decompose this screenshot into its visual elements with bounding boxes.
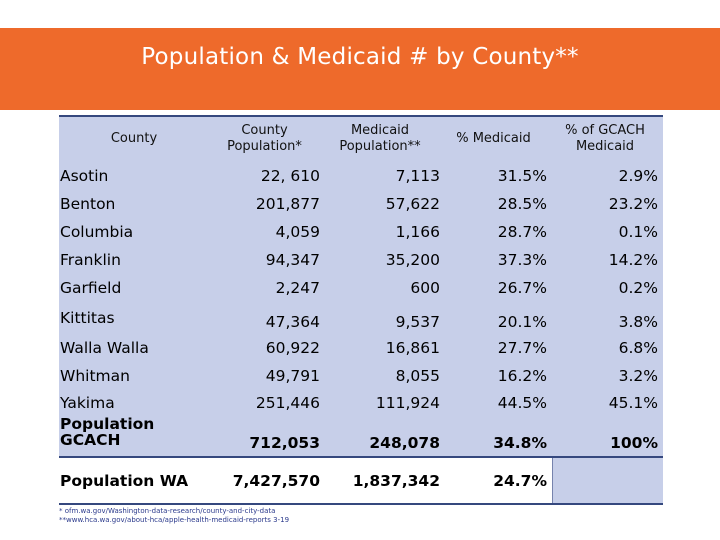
cell-county: Columbia [60, 223, 134, 241]
cell-pct-gcach: 100% [610, 434, 658, 452]
title-bar: Population & Medicaid # by County** [0, 28, 720, 110]
cell-medicaid: 9,537 [395, 313, 440, 331]
cell-pct-gcach: 45.1% [608, 394, 658, 412]
footnotes: * ofm.wa.gov/Washington-data-research/co… [59, 507, 459, 525]
gcach-total-row: Population GCACH 712,053 248,078 34.8% 1… [59, 413, 663, 455]
cell-population: 201,877 [255, 195, 320, 213]
cell-pct-medicaid: 31.5% [497, 167, 547, 185]
cell-medicaid: 8,055 [395, 367, 440, 385]
county-table: County County Population* Medicaid Popul… [59, 115, 663, 505]
cell-medicaid: 111,924 [375, 394, 440, 412]
cell-population: 47,364 [265, 313, 320, 331]
cell-pct-gcach: 0.2% [618, 279, 658, 297]
cell-pct-medicaid: 28.5% [497, 195, 547, 213]
cell-county: Franklin [60, 251, 121, 269]
cell-medicaid: 248,078 [369, 434, 440, 452]
cell-county: Walla Walla [60, 339, 149, 357]
cell-pct-gcach: 6.8% [618, 339, 658, 357]
cell-population: 2,247 [275, 279, 320, 297]
table-row: Columbia 4,059 1,166 28.7% 0.1% [59, 218, 663, 246]
cell-pct-medicaid: 26.7% [497, 279, 547, 297]
cell-medicaid: 57,622 [385, 195, 440, 213]
cell-pct-gcach: 3.8% [618, 313, 658, 331]
header-medicaid: Medicaid Population** [339, 123, 421, 154]
cell-medicaid: 16,861 [385, 339, 440, 357]
slide-title: Population & Medicaid # by County** [141, 44, 579, 70]
cell-pct-gcach: 14.2% [608, 251, 658, 269]
table-header-row: County County Population* Medicaid Popul… [59, 115, 663, 161]
table-row: Benton 201,877 57,622 28.5% 23.2% [59, 190, 663, 218]
cell-population: 94,347 [265, 251, 320, 269]
header-county: County [110, 131, 158, 146]
table-row: Franklin 94,347 35,200 37.3% 14.2% [59, 246, 663, 274]
cell-pct-medicaid: 28.7% [497, 223, 547, 241]
cell-pct-medicaid: 44.5% [497, 394, 547, 412]
wa-row-background [59, 458, 552, 503]
cell-county: Whitman [60, 367, 130, 385]
cell-population: 49,791 [265, 367, 320, 385]
cell-county: Garfield [60, 279, 122, 297]
cell-medicaid: 1,837,342 [352, 471, 440, 490]
table-row: Garfield 2,247 600 26.7% 0.2% [59, 274, 663, 302]
wa-row-empty-cell [552, 458, 663, 503]
cell-pct-gcach: 23.2% [608, 195, 658, 213]
footnote-ofm: * ofm.wa.gov/Washington-data-research/co… [59, 507, 276, 515]
cell-medicaid: 35,200 [385, 251, 440, 269]
cell-population: 712,053 [249, 434, 320, 452]
cell-county: Yakima [60, 394, 115, 412]
cell-pct-medicaid: 34.8% [493, 434, 547, 452]
cell-pct-medicaid: 27.7% [497, 339, 547, 357]
cell-population: 22, 610 [260, 167, 320, 185]
header-population: County Population* [227, 123, 302, 154]
header-pct-gcach: % of GCACH Medicaid [565, 123, 645, 154]
table-row: Asotin 22, 610 7,113 31.5% 2.9% [59, 162, 663, 190]
cell-county: Benton [60, 195, 116, 213]
footnote-hca: **www.hca.wa.gov/about-hca/apple-health-… [59, 516, 290, 524]
table-row: Walla Walla 60,922 16,861 27.7% 6.8% [59, 334, 663, 362]
cell-county: Population GCACH [60, 415, 155, 449]
cell-medicaid: 7,113 [395, 167, 440, 185]
cell-pct-medicaid: 37.3% [497, 251, 547, 269]
cell-population: 251,446 [255, 394, 320, 412]
cell-pct-gcach: 0.1% [618, 223, 658, 241]
cell-pct-medicaid: 24.7% [493, 471, 547, 490]
table-row: Whitman 49,791 8,055 16.2% 3.2% [59, 362, 663, 390]
cell-county: Kittitas [60, 309, 115, 327]
cell-medicaid: 1,166 [395, 223, 440, 241]
cell-population: 4,059 [275, 223, 320, 241]
cell-pct-gcach: 3.2% [618, 367, 658, 385]
cell-medicaid: 600 [410, 279, 440, 297]
cell-pct-medicaid: 20.1% [497, 313, 547, 331]
wa-total-row: Population WA 7,427,570 1,837,342 24.7% [59, 456, 663, 505]
cell-pct-gcach: 2.9% [618, 167, 658, 185]
cell-population: 7,427,570 [232, 471, 320, 490]
cell-pct-medicaid: 16.2% [497, 367, 547, 385]
table-row: Yakima 251,446 111,924 44.5% 45.1% [59, 389, 663, 417]
cell-population: 60,922 [265, 339, 320, 357]
table-row: Kittitas 47,364 9,537 20.1% 3.8% [59, 303, 663, 333]
cell-county: Population WA [60, 471, 189, 490]
header-pct-medicaid: % Medicaid [456, 131, 531, 146]
cell-county: Asotin [60, 167, 109, 185]
